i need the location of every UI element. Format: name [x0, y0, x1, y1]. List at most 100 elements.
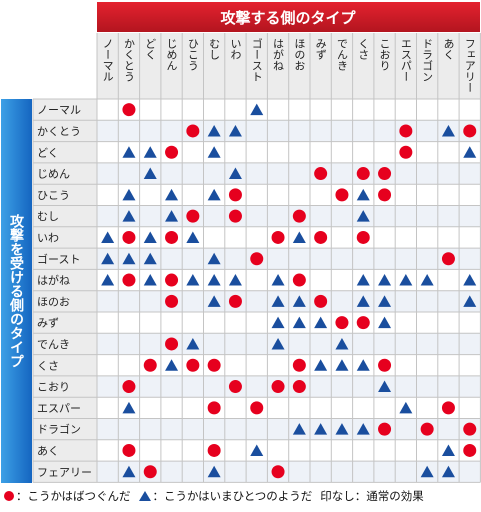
super-effective-mark	[250, 401, 264, 415]
defense-type-label: こおり	[37, 381, 70, 394]
super-effective-mark	[186, 124, 200, 138]
defense-type-label: かくとう	[37, 125, 81, 138]
not-very-effective-mark	[378, 380, 392, 393]
legend: ：こうかはばつぐんだ ：こうかはいまひとつのようだ 印なし：通常の効果	[4, 487, 424, 505]
defense-type-label: エスパー	[37, 402, 81, 415]
defense-type-label: むし	[37, 210, 59, 223]
super-effective-mark	[143, 465, 157, 479]
not-very-effective-mark	[292, 295, 306, 307]
super-effective-mark	[314, 167, 328, 181]
super-effective-mark	[165, 230, 179, 244]
not-very-effective-mark	[271, 316, 285, 329]
defense-header-title: 攻撃を受ける側のタイプ	[8, 213, 25, 368]
not-very-effective-mark	[463, 274, 477, 286]
super-effective-mark	[250, 252, 264, 266]
super-effective-mark	[356, 167, 370, 181]
attack-type-label: ほのお	[293, 38, 306, 71]
super-effective-mark	[122, 380, 136, 394]
defense-type-label: ひこう	[37, 189, 70, 202]
not-very-effective-mark	[335, 337, 349, 350]
not-very-effective-mark	[207, 124, 221, 137]
super-effective-mark	[335, 316, 349, 330]
super-effective-mark	[292, 209, 306, 223]
super-effective-mark	[165, 145, 179, 159]
super-effective-mark	[207, 443, 221, 457]
not-very-effective-mark	[378, 316, 392, 329]
not-very-effective-mark	[250, 444, 264, 456]
defense-type-label: どく	[37, 146, 59, 159]
super-effective-mark	[399, 124, 413, 138]
not-very-effective-mark	[356, 295, 370, 307]
not-very-effective-mark	[356, 423, 370, 435]
defense-type-label: いわ	[37, 231, 59, 244]
attack-type-label: どく	[144, 38, 157, 60]
not-very-effective-mark	[101, 274, 115, 286]
not-very-effective-mark	[207, 465, 221, 478]
not-very-effective-mark	[399, 401, 413, 414]
not-very-effective-triangle-icon	[138, 491, 151, 501]
not-very-effective-mark	[271, 274, 285, 286]
attack-type-label: でんき	[335, 38, 348, 71]
defense-type-label: じめん	[37, 168, 70, 181]
defense-header-bar	[1, 99, 32, 483]
not-very-effective-mark	[271, 295, 285, 307]
not-very-effective-mark	[335, 359, 349, 371]
attack-header-title: 攻撃する側のタイプ	[220, 9, 356, 27]
not-very-effective-mark	[122, 188, 136, 201]
attack-type-label: じめん	[165, 38, 178, 71]
defense-type-label: みず	[37, 317, 59, 330]
super-effective-mark	[186, 209, 200, 223]
attack-type-label: エスパー	[399, 38, 412, 82]
defense-type-label: ほのお	[37, 295, 70, 308]
not-very-effective-mark	[165, 210, 179, 222]
super-effective-mark	[378, 358, 392, 372]
super-effective-mark	[122, 273, 136, 287]
defense-type-label: ゴースト	[37, 252, 80, 266]
not-very-effective-mark	[143, 252, 157, 265]
not-very-effective-mark	[250, 103, 264, 116]
super-effective-mark	[463, 443, 477, 457]
super-effective-mark	[228, 209, 242, 223]
not-very-effective-mark	[441, 124, 455, 137]
super-effective-mark	[314, 230, 328, 244]
super-effective-mark	[228, 294, 242, 308]
super-effective-mark	[122, 230, 136, 244]
super-effective-mark	[122, 443, 136, 457]
defense-type-label: ノーマル	[37, 104, 81, 117]
super-effective-mark	[378, 167, 392, 181]
not-very-effective-mark	[463, 295, 477, 307]
not-very-effective-mark	[335, 423, 349, 435]
super-effective-mark	[356, 316, 370, 330]
attack-type-label: ゴースト	[250, 37, 263, 82]
not-very-effective-mark	[186, 231, 200, 243]
super-effective-mark	[463, 124, 477, 138]
not-very-effective-mark	[122, 465, 136, 478]
attack-type-label: かくとう	[122, 38, 135, 82]
not-very-effective-mark	[420, 274, 434, 286]
super-effective-dot-icon	[4, 491, 14, 501]
not-very-effective-mark	[271, 337, 285, 350]
super-effective-mark	[292, 273, 306, 287]
not-very-effective-mark	[122, 210, 136, 222]
super-effective-mark	[122, 103, 136, 117]
not-very-effective-mark	[420, 465, 434, 478]
not-very-effective-mark	[165, 359, 179, 371]
super-effective-mark	[378, 188, 392, 202]
attack-type-label: みず	[314, 38, 327, 60]
not-very-effective-mark	[378, 295, 392, 307]
not-very-effective-mark	[143, 167, 157, 180]
not-very-effective-mark	[356, 210, 370, 222]
not-very-effective-mark	[122, 146, 136, 158]
super-effective-mark	[143, 358, 157, 372]
super-effective-mark	[441, 252, 455, 266]
not-very-effective-mark	[165, 188, 179, 201]
super-effective-mark	[420, 422, 434, 436]
not-very-effective-mark	[143, 274, 157, 286]
super-effective-mark	[165, 294, 179, 308]
attack-type-label: むし	[208, 38, 221, 60]
not-very-effective-mark	[186, 274, 200, 286]
not-very-effective-mark	[441, 444, 455, 456]
attack-type-label: あく	[442, 38, 455, 60]
defense-type-label: でんき	[37, 338, 70, 351]
